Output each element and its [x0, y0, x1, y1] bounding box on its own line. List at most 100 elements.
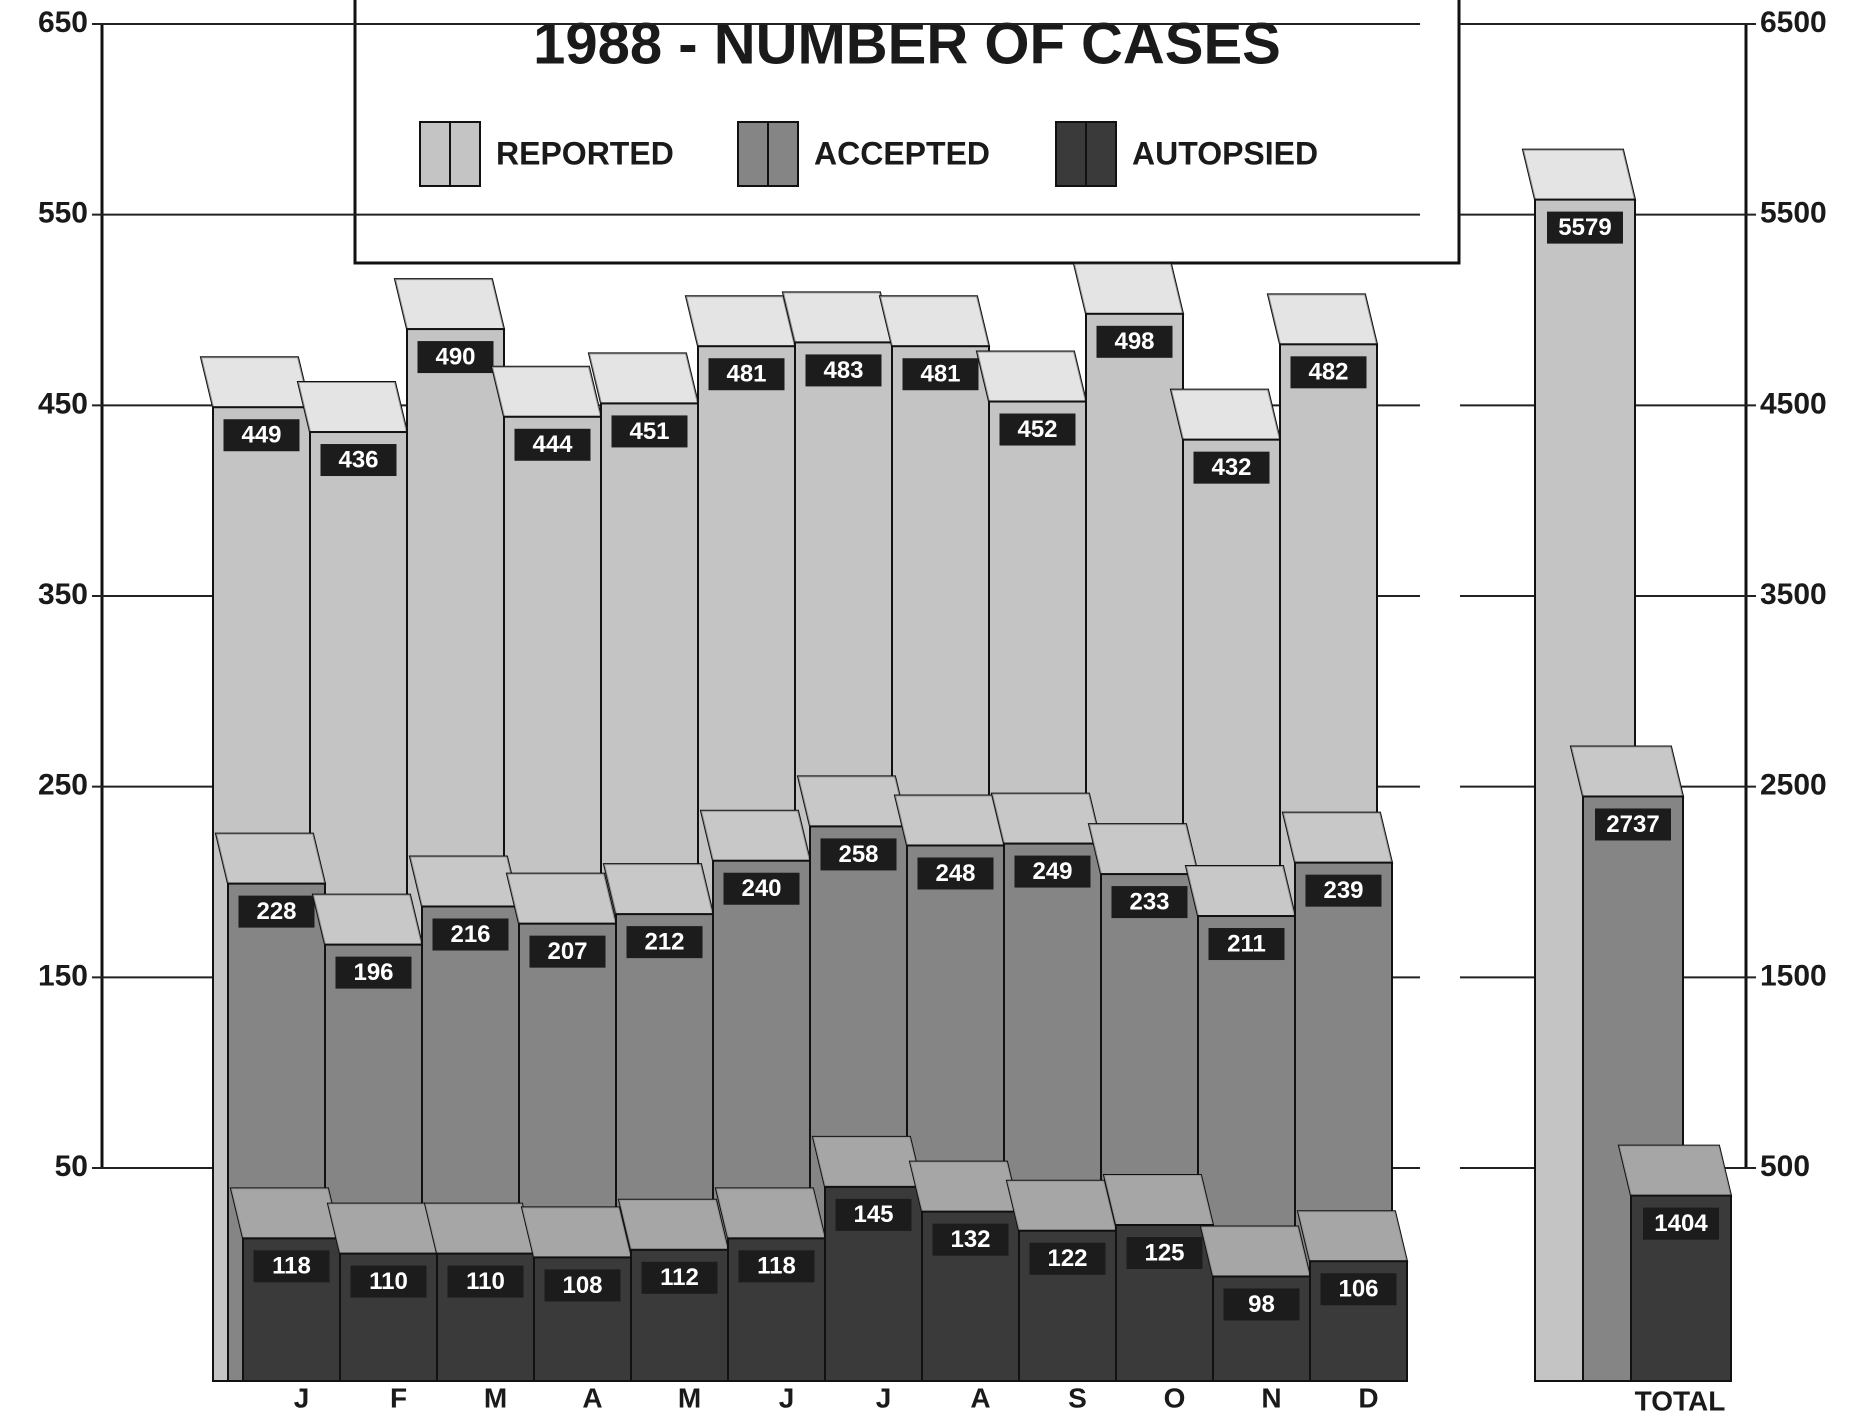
bar-top-shade	[1268, 294, 1377, 345]
value-label: 211	[1227, 930, 1266, 957]
bar-top-shade	[410, 856, 519, 907]
value-label: 449	[241, 422, 281, 449]
value-label-box	[223, 419, 300, 452]
bar-top-shade	[1171, 389, 1280, 440]
value-label-box	[1290, 356, 1367, 389]
value-label-box	[544, 1269, 621, 1302]
value-label: 233	[1129, 888, 1169, 915]
value-label: 98	[1248, 1291, 1275, 1318]
value-label-box	[932, 1223, 1009, 1256]
value-label: 110	[466, 1268, 505, 1295]
value-label-box	[1029, 1242, 1106, 1275]
y2-tick-label: 6500	[1760, 6, 1827, 39]
x-tick-label: A	[970, 1382, 990, 1413]
legend-label: REPORTED	[496, 135, 674, 171]
x-tick-label: D	[1358, 1382, 1378, 1413]
y2-tick-label: 2500	[1760, 769, 1827, 802]
x-tick-label: N	[1261, 1382, 1281, 1413]
bar-top-shade	[589, 353, 698, 404]
value-label-box	[917, 857, 994, 890]
x-tick-label: O	[1164, 1382, 1186, 1413]
value-label-box	[708, 358, 785, 391]
bar-top-shade	[216, 833, 325, 884]
bar-top-shade	[716, 1188, 825, 1239]
value-label: 452	[1017, 416, 1057, 443]
value-label-box	[529, 935, 606, 968]
value-label-box	[835, 1198, 912, 1231]
x-tick-label: A	[582, 1382, 602, 1413]
value-label-box	[1193, 451, 1270, 484]
bar-top-shade	[798, 776, 907, 827]
bar-top-shade	[1089, 824, 1198, 875]
value-label-box	[611, 415, 688, 448]
value-label-box	[1643, 1207, 1719, 1240]
value-label-box	[1595, 808, 1671, 841]
legend-label: ACCEPTED	[814, 135, 990, 171]
bar-top-shade	[1201, 1226, 1310, 1277]
bar-top-shade	[201, 357, 310, 408]
value-label-box	[1320, 1273, 1397, 1306]
value-label-box	[1111, 886, 1188, 919]
bar-top-shade	[619, 1199, 728, 1250]
bar-top-shade	[1104, 1175, 1213, 1225]
value-label: 125	[1144, 1239, 1184, 1266]
bar-top-shade	[1074, 263, 1183, 314]
value-label-box	[514, 428, 591, 461]
value-label: 122	[1047, 1245, 1087, 1272]
value-label-box	[902, 358, 979, 391]
value-label: 248	[935, 860, 975, 887]
value-label-box	[350, 1265, 427, 1298]
y-tick-label: 50	[55, 1150, 88, 1183]
value-label-box	[738, 1250, 815, 1283]
bar-top-shade	[395, 279, 504, 330]
value-label: 451	[629, 418, 669, 445]
value-label: 432	[1211, 454, 1251, 481]
y-tick-label: 150	[38, 959, 88, 992]
value-label: 207	[547, 938, 587, 965]
value-label: 216	[450, 921, 490, 948]
bar-top-shade	[1619, 1145, 1731, 1196]
value-label: 132	[950, 1226, 990, 1253]
value-label: 481	[726, 361, 766, 388]
y2-tick-label: 5500	[1760, 197, 1827, 230]
value-label-box	[1547, 211, 1623, 244]
bar-top-shade	[425, 1203, 534, 1254]
value-label: 145	[853, 1201, 893, 1228]
value-label-box	[641, 1261, 718, 1294]
value-label: 118	[272, 1253, 311, 1280]
value-label: 1404	[1654, 1210, 1708, 1237]
bar-top-shade	[783, 292, 892, 343]
value-label: 5579	[1558, 214, 1611, 241]
x-tick-label: S	[1068, 1382, 1087, 1413]
value-label-box	[1223, 1288, 1300, 1321]
value-label-box	[335, 956, 412, 989]
x-tick-label: M	[678, 1382, 701, 1413]
x-tick-label: TOTAL	[1635, 1385, 1726, 1416]
value-label: 481	[920, 361, 960, 388]
bar-top-shade	[895, 795, 1004, 846]
value-label: 196	[353, 959, 393, 986]
bar-top-shade	[910, 1161, 1019, 1212]
value-label-box	[253, 1250, 330, 1283]
y2-tick-label: 1500	[1760, 959, 1827, 992]
value-label: 249	[1032, 858, 1072, 885]
value-label: 240	[741, 875, 781, 902]
value-label: 228	[256, 898, 296, 925]
y2-tick-label: 4500	[1760, 387, 1827, 420]
bar-top-shade	[1186, 866, 1295, 917]
value-label: 108	[562, 1272, 602, 1299]
bar-top-shade	[298, 382, 407, 433]
bar-top-shade	[522, 1207, 631, 1258]
value-label: 482	[1308, 359, 1348, 386]
value-label-box	[820, 838, 897, 871]
bar-top-shade	[1298, 1211, 1407, 1262]
bar-top-shade	[813, 1136, 922, 1187]
value-label-box	[626, 926, 703, 959]
bar-top-shade	[1283, 812, 1392, 863]
bar-top-shade	[701, 810, 810, 861]
value-label: 212	[644, 928, 684, 955]
bar-top-shade	[604, 864, 713, 915]
bar-top-shade	[313, 894, 422, 945]
value-label-box	[1014, 855, 1091, 888]
